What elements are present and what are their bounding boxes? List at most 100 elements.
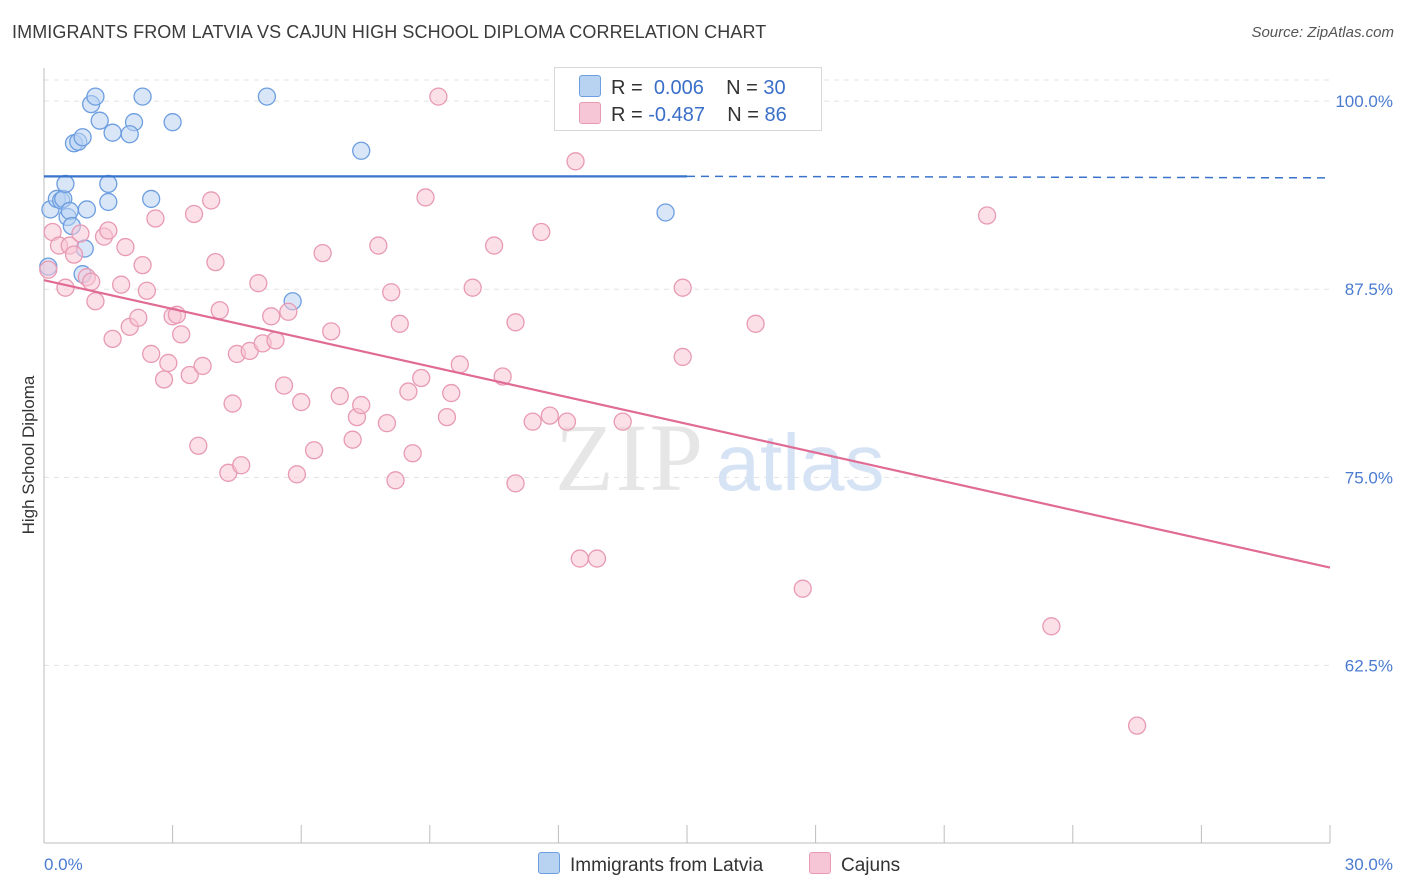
latvia-point xyxy=(73,128,92,147)
y-tick-label: 100.0% xyxy=(1335,92,1393,111)
cajun-point xyxy=(793,579,812,598)
latvia-point xyxy=(103,123,122,142)
y-tick-label: 75.0% xyxy=(1345,468,1393,487)
cajun-point xyxy=(673,347,692,367)
cajun-point xyxy=(977,206,997,225)
cajun-point xyxy=(330,386,349,406)
cajun-point xyxy=(99,221,118,240)
latvia-point xyxy=(352,141,371,160)
cajun-point xyxy=(570,549,589,568)
latvia-point xyxy=(86,87,105,106)
latvia-point xyxy=(163,113,182,132)
latvia-point xyxy=(133,87,152,106)
latvia-point xyxy=(656,203,675,222)
cajun-point xyxy=(403,444,422,463)
bottom-legend-label-latvia: Immigrants from Latvia xyxy=(570,855,764,876)
legend-n-value-latvia: 30 xyxy=(763,77,786,99)
cajun-point xyxy=(1042,617,1061,636)
cajun-point xyxy=(223,394,242,413)
latvia-point xyxy=(77,200,97,219)
legend-n-label: N = xyxy=(726,77,758,99)
chart-title: IMMIGRANTS FROM LATVIA VS CAJUN HIGH SCH… xyxy=(12,22,767,42)
cajun-point xyxy=(587,549,607,568)
cajun-point xyxy=(103,329,122,349)
cajun-point xyxy=(249,274,268,293)
cajun-point xyxy=(292,392,311,412)
cajun-point xyxy=(450,355,469,374)
bottom-legend-cajun: Cajuns xyxy=(809,852,900,877)
trend-lines xyxy=(43,175,1331,569)
latvia-point xyxy=(99,192,118,212)
cajun-point xyxy=(429,87,448,106)
series-cajun-points xyxy=(39,87,1147,735)
bottom-legend-swatch-cajun xyxy=(809,852,831,874)
cajun-point xyxy=(613,412,632,431)
cajun-point xyxy=(274,376,294,395)
cajun-point xyxy=(1127,716,1147,735)
latvia-point xyxy=(142,189,161,209)
bottom-legend-swatch-latvia xyxy=(538,852,560,874)
legend-r-value-cajun: -0.487 xyxy=(648,104,705,126)
y-axis-title: High School Diploma xyxy=(19,375,38,534)
legend-row-latvia: R = 0.006 N = 30 xyxy=(579,75,786,101)
cajun-point xyxy=(382,283,401,302)
cajun-point xyxy=(86,292,105,311)
cajun-point xyxy=(56,278,75,297)
cajun-point xyxy=(287,465,307,484)
cajun-point xyxy=(39,260,58,279)
cajun-point xyxy=(116,237,135,257)
legend-n-value-cajun: 86 xyxy=(764,104,787,126)
cajun-point xyxy=(484,236,504,255)
y-tick-label: 87.5% xyxy=(1345,280,1393,299)
cajun-point xyxy=(557,412,577,431)
latvia-point xyxy=(90,111,109,130)
cajun-point xyxy=(232,456,251,475)
axes xyxy=(43,68,1331,844)
legend-n-label: N = xyxy=(727,104,759,126)
cajun-point xyxy=(442,383,461,403)
cajun-point xyxy=(386,471,405,490)
source-label: Source: ZipAtlas.com xyxy=(1251,24,1394,41)
latvia-trend-extension xyxy=(686,175,1331,179)
cajun-point xyxy=(566,152,585,171)
cajun-point xyxy=(322,322,341,341)
cajun-point xyxy=(463,278,482,297)
cajun-point xyxy=(202,191,221,210)
cajun-point xyxy=(532,222,551,242)
y-tick-label: 62.5% xyxy=(1345,656,1393,675)
cajun-point xyxy=(390,314,409,333)
watermark: ZIP atlas xyxy=(555,404,884,511)
cajun-point xyxy=(206,252,225,272)
latvia-point xyxy=(257,87,277,106)
cajun-point xyxy=(313,243,332,263)
bottom-legend-latvia: Immigrants from Latvia xyxy=(538,852,763,877)
cajun-point xyxy=(154,370,174,389)
cajun-point xyxy=(540,406,559,425)
cajun-point xyxy=(673,278,692,297)
cajun-trend-line xyxy=(43,279,1331,569)
cajun-point xyxy=(64,245,84,264)
cajun-point xyxy=(523,412,542,431)
cajun-point xyxy=(82,272,101,291)
cajun-point xyxy=(369,236,388,255)
cajun-point xyxy=(506,313,525,332)
cajun-point xyxy=(71,224,90,243)
cajun-point xyxy=(112,275,131,294)
latvia-point xyxy=(99,174,118,194)
legend-swatch-cajun xyxy=(579,102,601,124)
cajun-point xyxy=(172,325,191,344)
cajun-point xyxy=(343,430,362,449)
cajun-point xyxy=(746,314,765,333)
latvia-point xyxy=(56,174,75,194)
cajun-point xyxy=(142,344,161,364)
latvia-point xyxy=(120,125,139,144)
cajun-point xyxy=(137,281,157,300)
cajun-point xyxy=(210,301,229,320)
legend-r-value-latvia: 0.006 xyxy=(653,77,704,99)
cajun-point xyxy=(437,407,457,427)
cajun-point xyxy=(304,441,324,460)
cajun-point xyxy=(184,204,204,224)
legend-swatch-latvia xyxy=(579,75,601,97)
gridlines xyxy=(44,79,1330,666)
cajun-point xyxy=(262,307,281,326)
